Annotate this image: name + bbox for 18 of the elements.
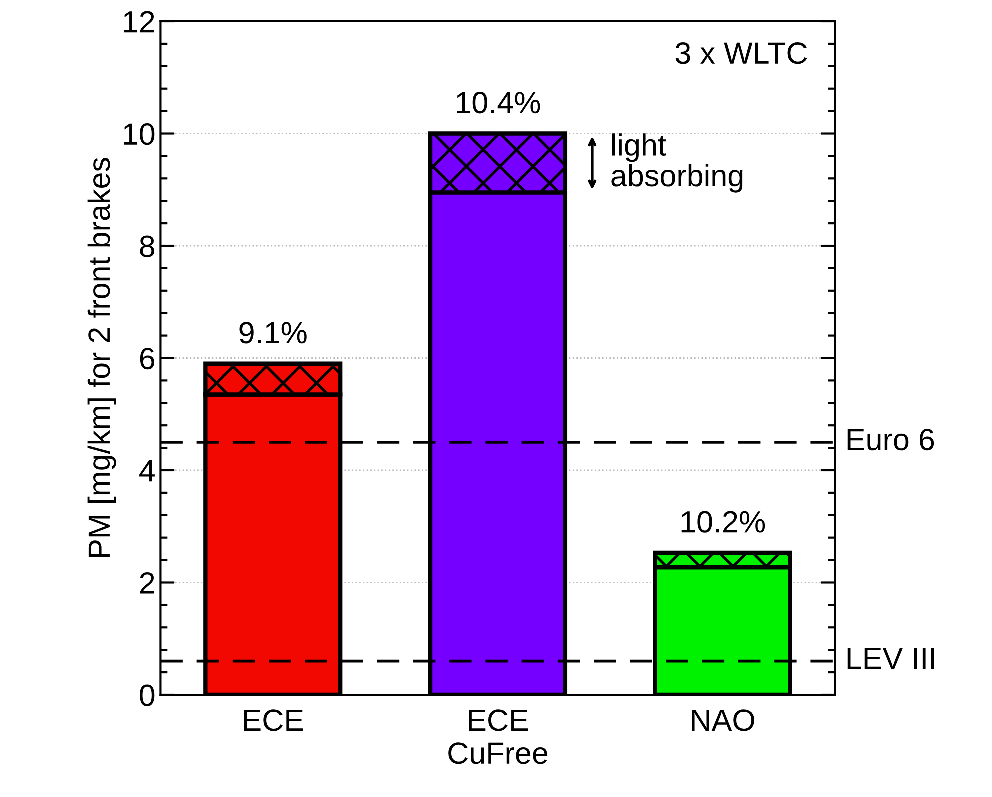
y-tick-label: 10 [124, 124, 155, 146]
y-tick-label: 8 [140, 236, 155, 258]
x-tick-label: NAO [692, 710, 754, 732]
ref-line-label: LEV III [848, 648, 934, 670]
ref-line-label: Euro 6 [848, 429, 934, 451]
annotation: 9.1% [240, 322, 307, 344]
annotation: 10.2% [682, 511, 766, 533]
y-axis-title: PM [mg/km] for 2 front brakes [88, 158, 116, 557]
y-tick-label: 4 [140, 460, 155, 482]
y-tick-label: 12 [124, 11, 154, 33]
annotation: 10.4% [456, 92, 540, 114]
annotation: 3 x WLTC [676, 42, 808, 64]
x-tick-label: ECE [244, 710, 304, 732]
y-tick-label: 2 [140, 572, 154, 594]
x-tick-label: ECE CuFree [448, 710, 548, 764]
y-tick-label: 0 [140, 684, 155, 706]
annotation: light absorbing [612, 134, 743, 193]
y-tick-label: 6 [140, 348, 154, 370]
